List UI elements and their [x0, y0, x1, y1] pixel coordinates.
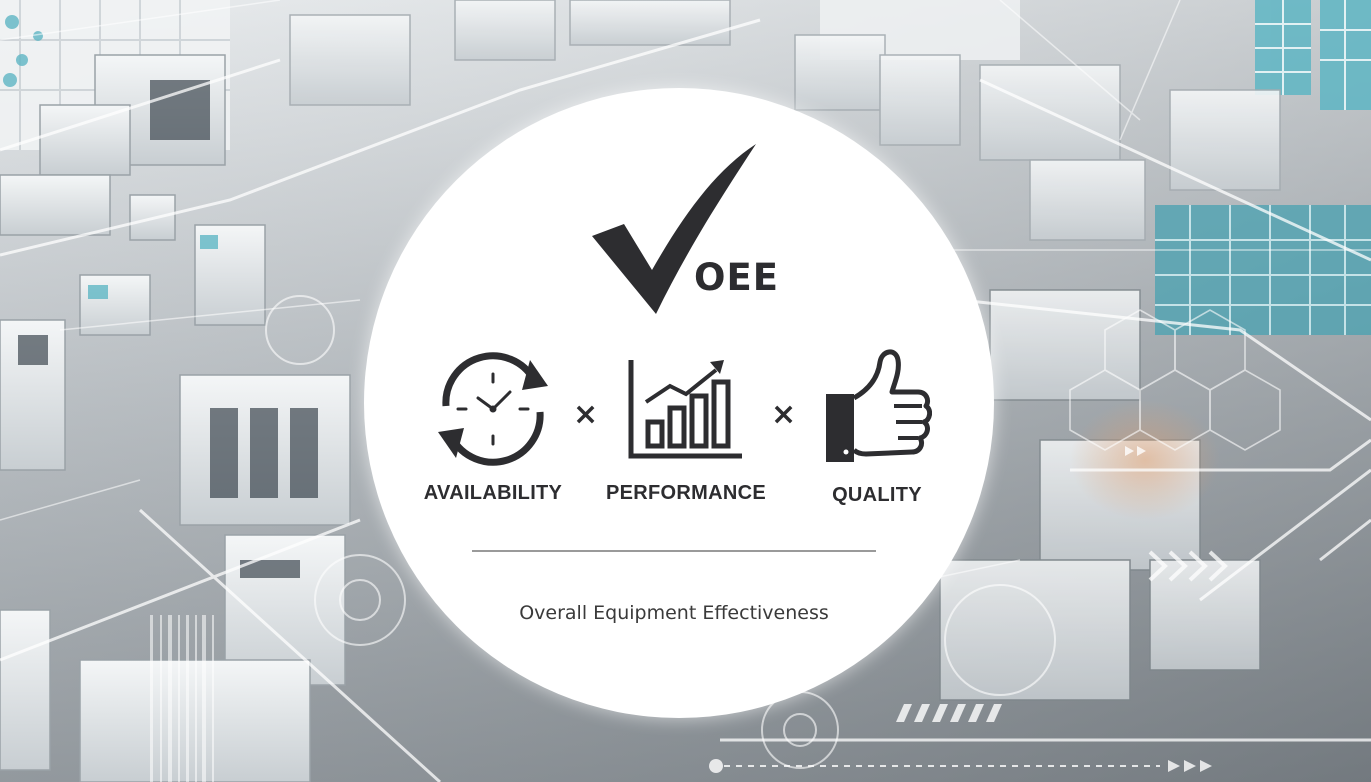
subtitle: Overall Equipment Effectiveness: [519, 602, 829, 624]
metric-label-performance: PERFORMANCE: [606, 482, 766, 504]
thumbs-up-icon: [826, 349, 932, 462]
page-title: OEE: [694, 256, 780, 299]
clock-cycle-icon: [438, 352, 548, 466]
oee-circle: [364, 88, 994, 718]
metric-label-quality: QUALITY: [832, 484, 922, 506]
divider: [472, 550, 876, 552]
multiply-symbol: ×: [573, 397, 599, 432]
bar-chart-trend-icon: [628, 360, 742, 459]
multiply-symbol: ×: [771, 397, 797, 432]
checkmark-icon: [592, 144, 756, 314]
metric-label-availability: AVAILABILITY: [423, 482, 563, 504]
